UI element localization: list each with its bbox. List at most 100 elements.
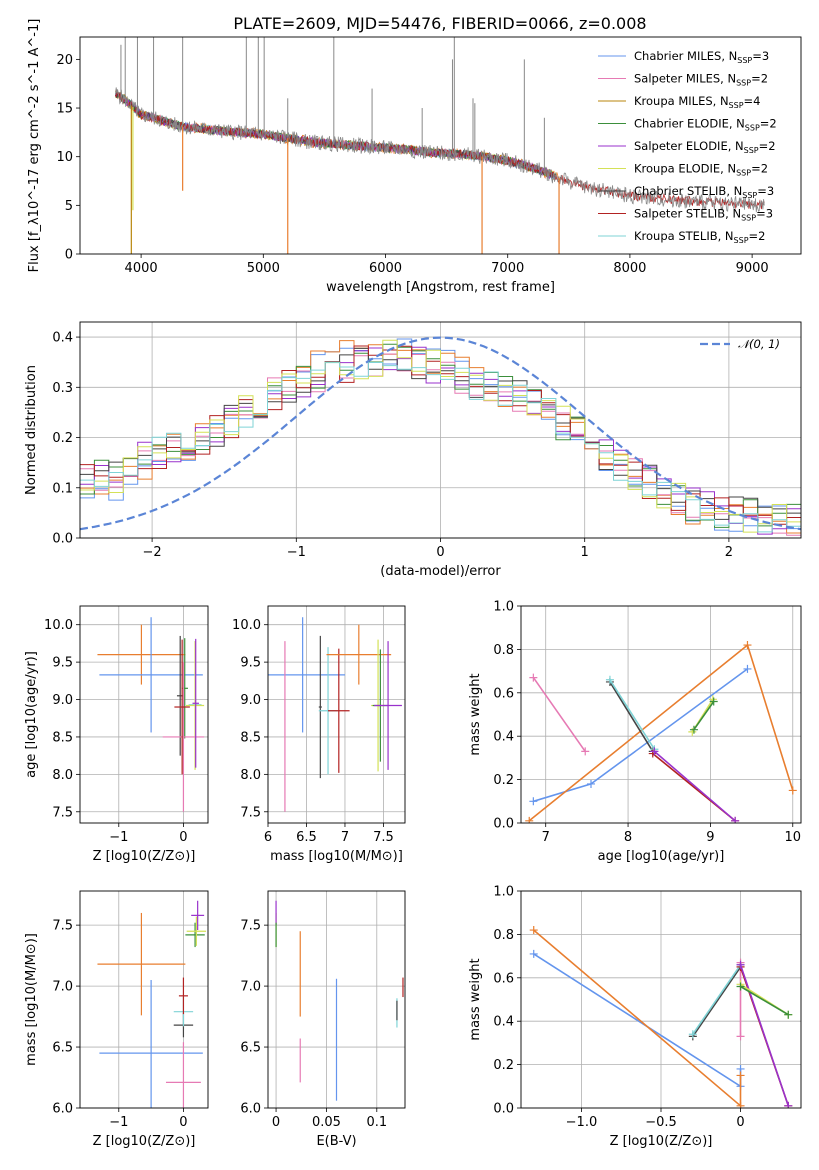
x-tick-label: 6	[264, 830, 272, 845]
plus-marker	[529, 949, 538, 958]
y-tick-label: 0.3	[52, 381, 73, 396]
legend-label: Salpeter MILES, NSSP=2	[634, 72, 768, 88]
x-tick-label: 6.5	[296, 830, 317, 845]
y-tick-label: 20	[56, 53, 73, 68]
x-tick-label: 9000	[736, 261, 769, 276]
x-axis-label: mass [log10(M/M⊙)]	[270, 849, 403, 864]
plus-marker	[605, 675, 614, 684]
x-tick-label: 7000	[491, 261, 524, 276]
y-tick-label: 0.4	[493, 1015, 514, 1030]
axes-mass-vs-z: −1 0 6.0 6.5 7.0 7.5 Z [log10(Z/Z⊙)] mass [log1…	[24, 890, 209, 1149]
y-tick-label: 0.8	[493, 643, 514, 658]
plus-marker	[529, 797, 538, 806]
mass-weight-line	[653, 750, 736, 822]
legend-value: =2	[751, 72, 768, 86]
plus-marker	[743, 664, 752, 673]
legend-label: Salpeter ELODIE, NSSP=2	[634, 139, 776, 155]
legend-value: =2	[751, 162, 768, 176]
legend-value: =2	[760, 117, 777, 131]
y-axis-label: Flux [f_λ10^-17 erg cm^-2 s^-1 A^-1]	[27, 19, 42, 273]
y-tick-label: 0.2	[493, 1058, 514, 1073]
legend-label: Chabrier MILES, NSSP=3	[634, 49, 769, 65]
plus-marker	[731, 816, 740, 823]
plus-marker	[689, 725, 698, 734]
y-tick-label: 0.4	[52, 331, 73, 346]
x-tick-label: 8000	[613, 261, 646, 276]
y-tick-label: 8.5	[52, 730, 73, 745]
plot-area-mass-weight-vs-age	[525, 641, 797, 823]
gaussian-curve	[80, 336, 801, 531]
y-axis-label: Normed distribution	[24, 365, 39, 495]
axes-frame	[267, 890, 406, 1109]
plus-marker	[709, 697, 718, 706]
legend-value: =3	[756, 207, 773, 221]
x-tick-label: 0	[272, 1115, 280, 1130]
y-axis-label: mass weight	[468, 958, 483, 1040]
y-tick-label: 0.6	[493, 971, 514, 986]
plot-area-age-vs-z	[97, 617, 205, 812]
y-tick-label: 10	[56, 150, 73, 165]
mass-weight-line	[739, 964, 790, 1107]
plus-marker	[736, 1032, 745, 1041]
y-tick-label: 0.4	[493, 730, 514, 745]
y-tick-label: 6.0	[52, 1102, 73, 1117]
plus-marker	[529, 673, 538, 682]
plot-area-mass-vs-z	[97, 900, 207, 1108]
y-tick-label: 9.0	[240, 693, 261, 708]
histogram-step	[80, 339, 801, 533]
plus-marker	[736, 982, 745, 991]
legend-label: Salpeter STELIB, NSSP=3	[634, 207, 773, 223]
y-tick-label: 9.5	[240, 656, 261, 671]
legend-sub: SSP	[736, 79, 751, 88]
x-tick-label: −1	[109, 1115, 128, 1130]
y-tick-label: 5	[65, 199, 73, 214]
plus-marker	[784, 1101, 793, 1108]
axes-mass-weight-vs-age: 7 8 9 10 0.0 0.2 0.4 0.6 0.8 1.0 age [log10(age/yr…	[468, 600, 802, 864]
x-tick-label: 10	[784, 830, 801, 845]
plus-marker	[743, 641, 752, 650]
plus-marker	[650, 747, 659, 756]
legend-sub: SSP	[734, 236, 749, 245]
axes-spectrum: 4000 5000 6000 7000 8000 9000 0 5 10 15 20 waveleng…	[27, 19, 802, 295]
x-tick-label: −0.5	[645, 1115, 677, 1130]
mass-weight-line	[740, 985, 789, 1016]
y-tick-label: 10.0	[44, 618, 73, 633]
x-tick-label: 0	[179, 1115, 187, 1130]
legend-label: Chabrier STELIB, NSSP=3	[634, 184, 774, 200]
y-tick-label: 9.5	[52, 656, 73, 671]
spectrum-legend: Chabrier MILES, NSSP=3 Salpeter MILES, NS…	[598, 49, 777, 245]
plots-layer: 4000 5000 6000 7000 8000 900005101520waveleng…	[24, 19, 802, 1149]
plus-marker	[529, 926, 538, 935]
x-tick-label: 0	[436, 545, 444, 560]
legend-value: =3	[752, 49, 769, 63]
x-axis-label: Z [log10(Z/Z⊙)]	[610, 1134, 713, 1149]
plus-marker	[688, 1030, 697, 1039]
y-axis-label: mass [log10(M/M⊙)]	[24, 933, 39, 1066]
x-tick-label: 7	[542, 830, 550, 845]
plus-marker	[587, 779, 595, 788]
x-tick-label: 2	[725, 545, 733, 560]
legend-sub: SSP	[736, 169, 751, 178]
y-tick-label: 0.0	[52, 532, 73, 547]
x-tick-label: 0	[179, 830, 187, 845]
mass-weight-line	[609, 679, 656, 750]
y-axis-label: age [log10(age/yr)]	[24, 651, 39, 778]
x-tick-label: 5000	[247, 261, 280, 276]
y-tick-label: 6.5	[240, 1041, 261, 1056]
legend-sub: SSP	[745, 124, 760, 133]
plot-area-mass-vs-ebv	[275, 900, 404, 1101]
plus-marker	[581, 747, 590, 756]
histogram-step	[80, 362, 801, 533]
y-tick-label: 7.5	[52, 919, 73, 934]
axes-frame	[520, 890, 802, 1109]
x-tick-label: 9	[706, 830, 714, 845]
legend-value: =2	[759, 139, 776, 153]
y-tick-label: 8.5	[240, 730, 261, 745]
x-tick-label: 7.5	[373, 830, 394, 845]
y-tick-label: 6.0	[240, 1102, 261, 1117]
axes-frame	[79, 890, 209, 1109]
y-tick-label: 0.0	[493, 1102, 514, 1117]
plus-marker	[736, 1071, 745, 1080]
